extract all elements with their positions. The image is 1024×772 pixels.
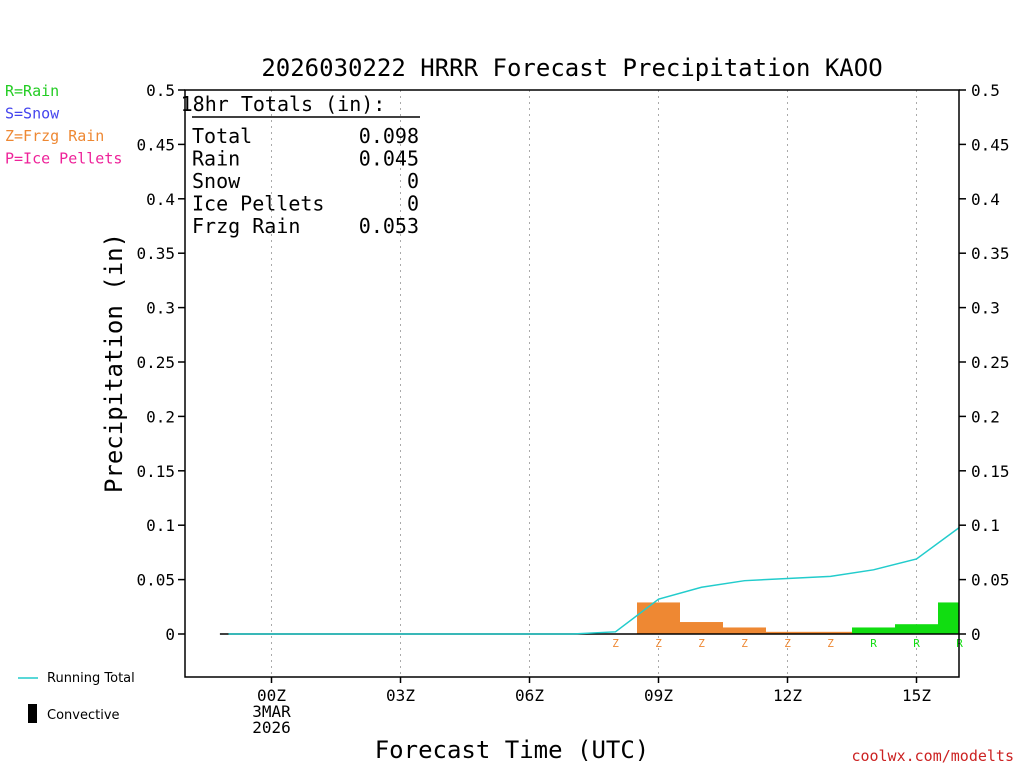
convective-legend: Convective: [28, 704, 120, 723]
xtick-label-00z: 00Z: [257, 686, 286, 705]
ytick-label-left-0.1: 0.1: [146, 516, 175, 535]
totals-value-frzg-rain: 0.053: [359, 214, 419, 238]
chart-title: 2026030222 HRRR Forecast Precipitation K…: [261, 54, 882, 82]
y-axis-label: Precipitation (in): [100, 233, 128, 493]
bar-hour-15: [895, 624, 938, 634]
y-axis-left: 0 0.05 0.1 0.15 0.2 0.25 0.3 0.35 0.4 0.45 0.5: [136, 81, 185, 644]
ytick-label-left-0.4: 0.4: [146, 190, 175, 209]
bar-hour-10: [680, 622, 723, 634]
bar-hour-16: [938, 602, 959, 634]
watermark: coolwx.com/modelts: [851, 747, 1014, 765]
ytick-label-left-0.35: 0.35: [136, 244, 175, 263]
totals-value-total: 0.098: [359, 124, 419, 148]
ytick-label-right-0.1: 0.1: [971, 516, 1000, 535]
convective-swatch: [28, 704, 37, 723]
legend-item-ice-pellets: P=Ice Pellets: [5, 150, 122, 168]
totals-label-frzg-rain: Frzg Rain: [192, 214, 300, 238]
ytick-label-right-0.05: 0.05: [971, 571, 1010, 590]
running-total-legend: Running Total: [18, 671, 135, 686]
type-marker-10: Z: [698, 637, 705, 650]
ytick-label-left-0.15: 0.15: [136, 462, 175, 481]
ytick-label-left-0.2: 0.2: [146, 407, 175, 426]
bar-hour-11: [723, 627, 766, 634]
totals-value-ice-pellets: 0: [407, 192, 419, 216]
xtick-label-03z: 03Z: [386, 686, 415, 705]
type-marker-9: Z: [655, 637, 662, 650]
totals-rows: Total 0.098 Rain 0.045 Snow 0 Ice Pellets 0 Frzg…: [192, 124, 419, 238]
legend-item-snow: S=Snow: [5, 105, 60, 123]
running-total-line: [228, 526, 960, 635]
totals-label-ice-pellets: Ice Pellets: [192, 192, 324, 216]
ytick-label-left-0: 0: [165, 625, 175, 644]
totals-value-snow: 0: [407, 169, 419, 193]
ytick-label-left-0.5: 0.5: [146, 81, 175, 100]
x-axis-label: Forecast Time (UTC): [375, 736, 650, 764]
totals-label-snow: Snow: [192, 169, 241, 193]
totals-panel: 18hr Totals (in): Total 0.098 Rain 0.045 Sno…: [181, 92, 420, 238]
ytick-label-right-0.15: 0.15: [971, 462, 1010, 481]
bars-group: [637, 602, 959, 634]
type-marker-14: R: [870, 637, 877, 650]
xtick-label-2026: 2026: [252, 718, 291, 737]
ytick-label-left-0.05: 0.05: [136, 571, 175, 590]
legend-item-rain: R=Rain: [5, 82, 59, 100]
bar-hour-12: [766, 631, 809, 634]
xtick-label-12z: 12Z: [773, 686, 802, 705]
type-marker-8: Z: [612, 637, 619, 650]
xtick-label-06z: 06Z: [515, 686, 544, 705]
type-marker-15: R: [913, 637, 920, 650]
ytick-label-right-0.3: 0.3: [971, 299, 1000, 318]
type-marker-12: Z: [784, 637, 791, 650]
bar-hour-13: [809, 631, 852, 634]
bar-hour-9: [637, 602, 680, 634]
convective-legend-label: Convective: [47, 708, 120, 723]
ytick-label-right-0.5: 0.5: [971, 81, 1000, 100]
running-total-group: [228, 526, 960, 635]
grid-lines: [271, 90, 917, 677]
ytick-label-right-0.25: 0.25: [971, 353, 1010, 372]
legend-item-frzg-rain: Z=Frzg Rain: [5, 127, 104, 145]
type-marker-11: Z: [741, 637, 748, 650]
ytick-label-right-0: 0: [971, 625, 981, 644]
running-total-legend-label: Running Total: [47, 671, 135, 686]
ytick-label-right-0.45: 0.45: [971, 135, 1010, 154]
y-axis-right: 0 0.05 0.1 0.15 0.2 0.25 0.3 0.35 0.4 0.45 0.5: [959, 81, 1010, 644]
totals-value-rain: 0.045: [359, 147, 419, 171]
precip-type-legend: R=Rain S=Snow Z=Frzg Rain P=Ice Pellets: [5, 82, 122, 168]
xtick-label-15z: 15Z: [902, 686, 931, 705]
totals-header: 18hr Totals (in):: [181, 92, 386, 116]
xtick-label-3mar: 3MAR: [252, 702, 291, 721]
xtick-label-09z: 09Z: [644, 686, 673, 705]
ytick-label-left-0.45: 0.45: [136, 135, 175, 154]
plot-frame: [184, 89, 960, 678]
ytick-label-left-0.3: 0.3: [146, 299, 175, 318]
totals-label-rain: Rain: [192, 147, 240, 171]
bar-hour-14: [852, 627, 895, 634]
ytick-label-right-0.35: 0.35: [971, 244, 1010, 263]
ytick-label-left-0.25: 0.25: [136, 353, 175, 372]
ytick-label-right-0.2: 0.2: [971, 407, 1000, 426]
type-marker-13: Z: [827, 637, 834, 650]
totals-label-total: Total: [192, 124, 252, 148]
ytick-label-right-0.4: 0.4: [971, 190, 1000, 209]
